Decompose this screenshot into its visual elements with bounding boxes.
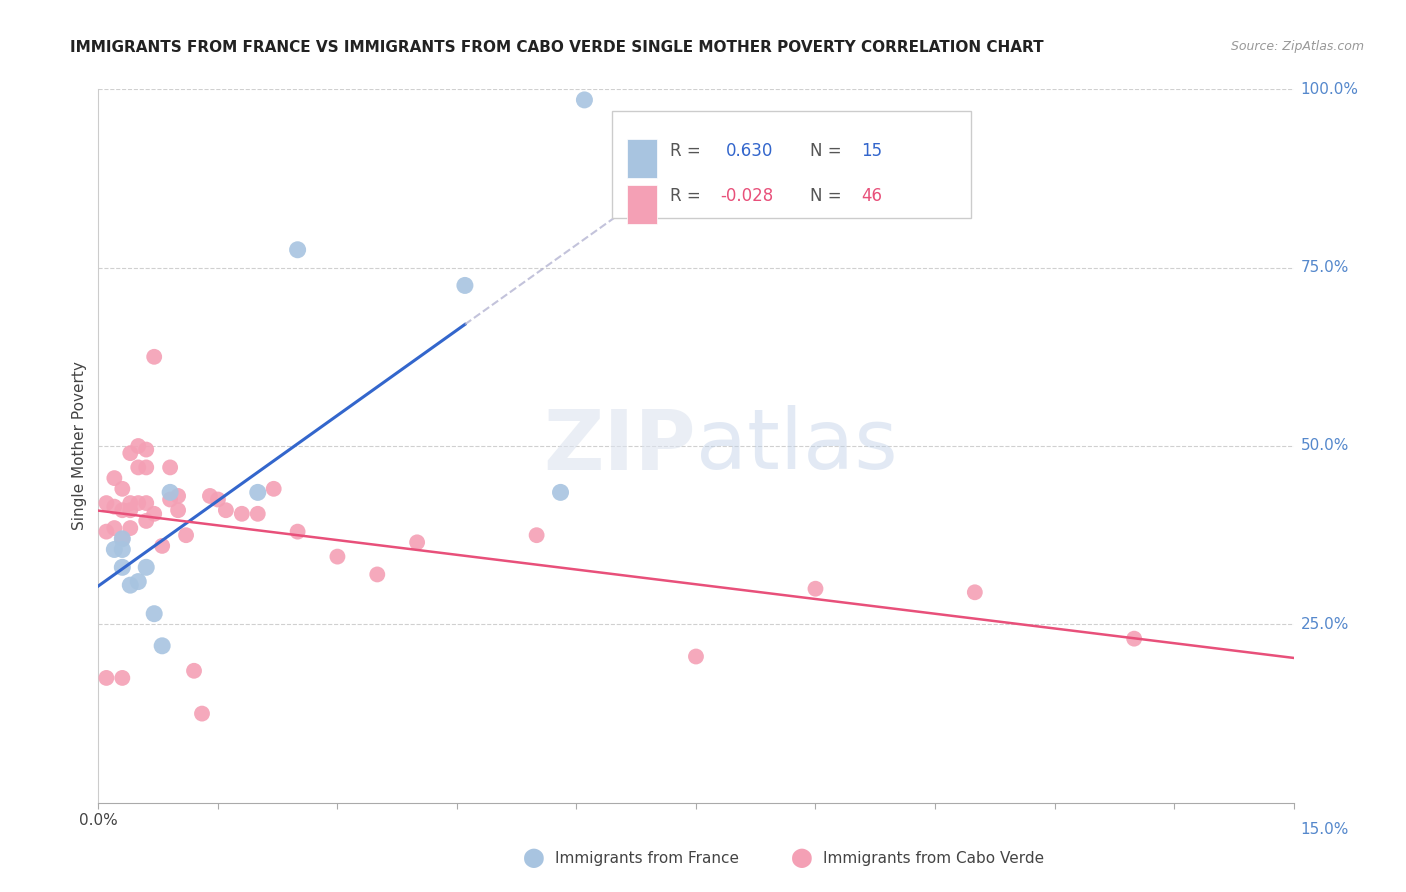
Point: [215, 503, 238, 517]
Text: R =: R =: [669, 187, 700, 205]
Point: [1123, 632, 1146, 646]
Point: [150, 639, 173, 653]
Point: [207, 492, 229, 507]
Point: [111, 560, 134, 574]
Point: [287, 524, 309, 539]
Point: [120, 521, 142, 535]
Point: [550, 485, 572, 500]
Text: 0.630: 0.630: [725, 143, 773, 161]
Point: [191, 706, 214, 721]
Point: [174, 528, 197, 542]
Point: [135, 514, 157, 528]
Point: [198, 489, 221, 503]
Point: [159, 485, 181, 500]
Point: [111, 671, 134, 685]
Text: -0.028: -0.028: [720, 187, 773, 205]
Point: [366, 567, 388, 582]
Text: ⬤: ⬤: [523, 848, 546, 868]
Text: Immigrants from Cabo Verde: Immigrants from Cabo Verde: [823, 851, 1043, 865]
Point: [150, 539, 173, 553]
Point: [120, 578, 142, 592]
Bar: [627, 186, 657, 225]
Point: [135, 460, 157, 475]
Point: [103, 542, 125, 557]
Point: [143, 350, 166, 364]
Point: [96, 524, 118, 539]
Point: [804, 582, 827, 596]
Text: ⬤: ⬤: [790, 848, 813, 868]
Point: [246, 507, 269, 521]
Point: [167, 503, 190, 517]
Point: [526, 528, 548, 542]
Text: N =: N =: [810, 187, 841, 205]
Point: [135, 496, 157, 510]
Point: [135, 442, 157, 457]
Text: atlas: atlas: [696, 406, 897, 486]
Point: [183, 664, 205, 678]
Point: [120, 446, 142, 460]
Text: IMMIGRANTS FROM FRANCE VS IMMIGRANTS FROM CABO VERDE SINGLE MOTHER POVERTY CORRE: IMMIGRANTS FROM FRANCE VS IMMIGRANTS FRO…: [70, 40, 1043, 55]
Point: [127, 460, 149, 475]
Point: [111, 542, 134, 557]
Point: [135, 560, 157, 574]
Text: 15: 15: [860, 143, 882, 161]
Point: [127, 439, 149, 453]
Point: [111, 532, 134, 546]
Point: [127, 496, 149, 510]
Point: [103, 521, 125, 535]
Text: 25.0%: 25.0%: [1301, 617, 1348, 632]
Point: [454, 278, 477, 293]
Point: [231, 507, 253, 521]
Point: [143, 607, 166, 621]
Point: [103, 500, 125, 514]
Point: [127, 574, 149, 589]
Point: [574, 93, 596, 107]
Point: [326, 549, 349, 564]
Bar: [627, 139, 657, 178]
Text: N =: N =: [810, 143, 841, 161]
Point: [120, 503, 142, 517]
Point: [96, 496, 118, 510]
Point: [103, 471, 125, 485]
Point: [111, 503, 134, 517]
Text: R =: R =: [669, 143, 700, 161]
Point: [111, 482, 134, 496]
Point: [120, 496, 142, 510]
Point: [246, 485, 269, 500]
Text: 15.0%: 15.0%: [1301, 822, 1348, 837]
Text: 100.0%: 100.0%: [1301, 82, 1358, 96]
Point: [963, 585, 986, 599]
Point: [685, 649, 707, 664]
Point: [159, 460, 181, 475]
Text: Immigrants from France: Immigrants from France: [555, 851, 740, 865]
Point: [263, 482, 285, 496]
Point: [111, 532, 134, 546]
Point: [96, 671, 118, 685]
Text: 50.0%: 50.0%: [1301, 439, 1348, 453]
Point: [406, 535, 429, 549]
Y-axis label: Single Mother Poverty: Single Mother Poverty: [72, 361, 87, 531]
Text: 46: 46: [860, 187, 882, 205]
Point: [159, 492, 181, 507]
Point: [143, 507, 166, 521]
Point: [287, 243, 309, 257]
Text: Source: ZipAtlas.com: Source: ZipAtlas.com: [1230, 40, 1364, 54]
Text: 75.0%: 75.0%: [1301, 260, 1348, 275]
Point: [167, 489, 190, 503]
Text: ZIP: ZIP: [544, 406, 696, 486]
FancyBboxPatch shape: [612, 111, 970, 218]
